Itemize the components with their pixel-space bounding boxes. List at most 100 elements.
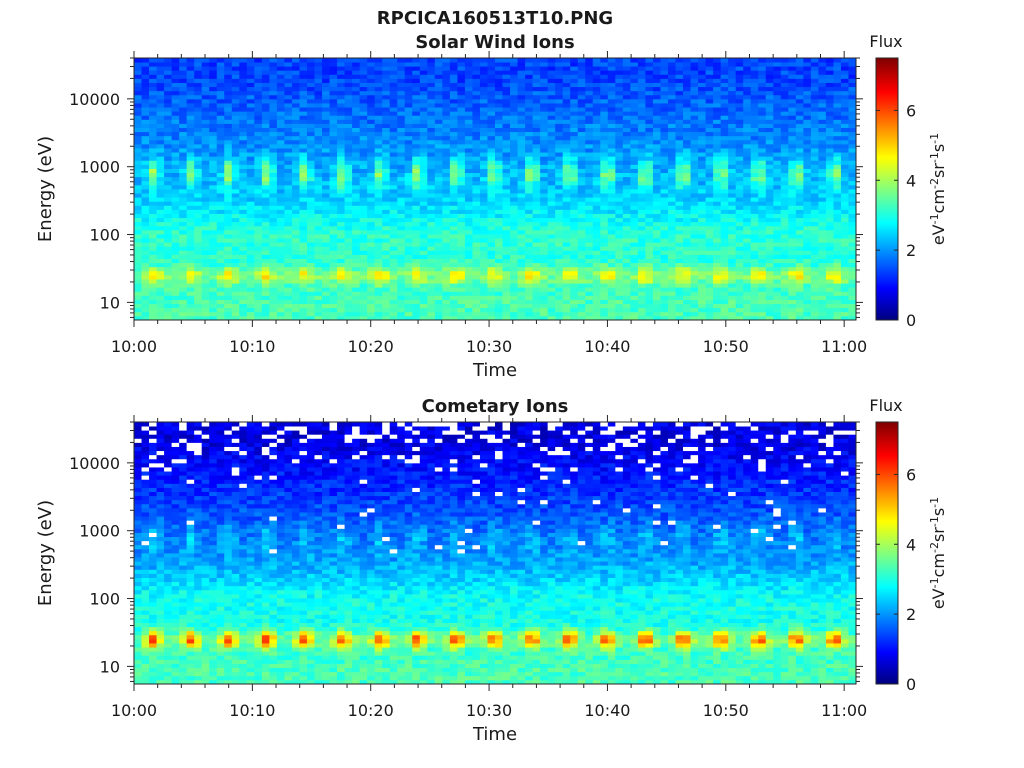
heatmap-cell xyxy=(412,229,421,235)
heatmap-cell xyxy=(510,238,518,243)
heatmap-cell xyxy=(540,287,549,292)
heatmap-cell xyxy=(720,250,729,255)
heatmap-cell xyxy=(750,274,759,280)
heatmap-cell xyxy=(337,291,345,296)
heatmap-cell xyxy=(547,307,556,313)
heatmap-cell xyxy=(322,152,330,157)
heatmap-cell xyxy=(765,234,774,239)
heatmap-cell xyxy=(630,270,639,276)
heatmap-cell xyxy=(322,234,330,239)
heatmap-cell xyxy=(743,266,752,272)
heatmap-cell xyxy=(149,262,157,268)
heatmap-cell xyxy=(577,107,586,112)
heatmap-cell xyxy=(374,254,383,259)
heatmap-cell xyxy=(713,107,722,112)
heatmap-cell xyxy=(299,123,308,128)
heatmap-cell xyxy=(652,221,661,227)
heatmap-cell xyxy=(284,160,293,165)
heatmap-cell xyxy=(359,274,368,280)
heatmap-cell xyxy=(630,279,639,284)
heatmap-cell xyxy=(532,246,541,251)
heatmap-cell xyxy=(577,250,586,255)
heatmap-cell xyxy=(472,213,481,219)
heatmap-cell xyxy=(735,135,744,141)
heatmap-cell xyxy=(246,189,255,194)
heatmap-cell xyxy=(592,217,601,223)
heatmap-cell xyxy=(442,291,451,296)
heatmap-cell xyxy=(818,205,827,210)
heatmap-cell xyxy=(510,205,518,210)
heatmap-cell xyxy=(269,156,278,161)
heatmap-cell xyxy=(592,274,601,280)
heatmap-cell xyxy=(502,274,511,280)
heatmap-cell xyxy=(698,221,706,227)
heatmap-cell xyxy=(479,119,488,124)
heatmap-cell xyxy=(149,307,157,313)
heatmap-cell xyxy=(840,156,849,161)
heatmap-cell xyxy=(683,246,691,251)
heatmap-cell xyxy=(810,160,819,165)
heatmap-cell xyxy=(284,307,293,313)
heatmap-cell xyxy=(427,295,436,300)
heatmap-cell xyxy=(645,160,654,165)
heatmap-cell xyxy=(367,234,376,239)
heatmap-cell xyxy=(780,107,789,112)
heatmap-cell xyxy=(705,209,714,214)
heatmap-cell xyxy=(818,156,827,161)
heatmap-cell xyxy=(540,139,549,145)
heatmap-cell xyxy=(502,131,511,137)
heatmap-cell xyxy=(382,299,391,305)
heatmap-cell xyxy=(449,168,458,174)
heatmap-cell xyxy=(517,254,526,259)
heatmap-cell xyxy=(164,127,172,133)
heatmap-cell xyxy=(652,254,661,259)
heatmap-cell xyxy=(525,164,533,169)
heatmap-cell xyxy=(359,189,368,194)
heatmap-cell xyxy=(495,242,503,247)
heatmap-cell xyxy=(690,238,699,243)
heatmap-cell xyxy=(329,287,338,292)
heatmap-cell xyxy=(419,197,428,202)
heatmap-cell xyxy=(667,184,676,190)
heatmap-cell xyxy=(622,250,631,255)
heatmap-cell xyxy=(818,148,827,153)
heatmap-cell xyxy=(690,107,699,112)
heatmap-cell xyxy=(141,107,150,112)
heatmap-cell xyxy=(164,266,172,272)
heatmap-cell xyxy=(562,139,571,145)
heatmap-cell xyxy=(344,291,353,296)
heatmap-cell xyxy=(419,201,428,206)
heatmap-cell xyxy=(201,115,210,120)
heatmap-cell xyxy=(547,291,556,296)
heatmap-cell xyxy=(224,307,233,313)
heatmap-cell xyxy=(660,229,669,235)
heatmap-cell xyxy=(472,193,481,198)
heatmap-cell xyxy=(562,229,571,235)
heatmap-cell xyxy=(216,176,225,182)
heatmap-cell xyxy=(442,303,451,309)
heatmap-cell xyxy=(337,254,345,259)
heatmap-cell xyxy=(209,189,218,194)
heatmap-cell xyxy=(487,168,496,174)
heatmap-cell xyxy=(495,250,503,255)
heatmap-cell xyxy=(344,127,353,133)
heatmap-cell xyxy=(442,250,451,255)
heatmap-cell xyxy=(750,184,759,190)
heatmap-cell xyxy=(246,127,255,133)
heatmap-cell xyxy=(359,168,368,174)
heatmap-cell xyxy=(495,107,503,112)
heatmap-cell xyxy=(367,115,376,120)
heatmap-cell xyxy=(803,139,812,145)
heatmap-cell xyxy=(457,307,466,313)
heatmap-cell xyxy=(434,123,443,128)
heatmap-cell xyxy=(502,250,511,255)
heatmap-cell xyxy=(795,291,804,296)
heatmap-cell xyxy=(615,164,624,169)
heatmap-cell xyxy=(487,307,496,313)
heatmap-cell xyxy=(592,172,601,178)
heatmap-cell xyxy=(224,234,233,239)
heatmap-cell xyxy=(750,291,759,296)
heatmap-cell xyxy=(374,311,383,317)
heatmap-cell xyxy=(720,274,729,280)
heatmap-cell xyxy=(322,139,330,145)
